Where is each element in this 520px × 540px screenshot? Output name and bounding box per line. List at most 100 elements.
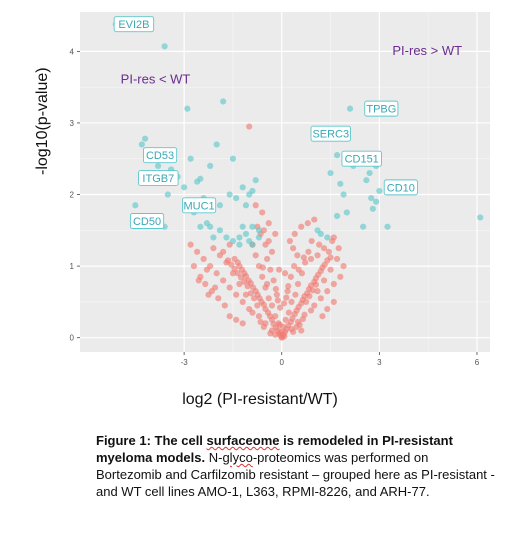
non-significant-point xyxy=(272,313,279,320)
group-label: PI-res < WT xyxy=(121,72,191,87)
significant-point xyxy=(197,223,204,230)
non-significant-point xyxy=(300,254,307,261)
non-significant-point xyxy=(233,291,240,298)
significant-point xyxy=(213,141,220,148)
non-significant-point xyxy=(299,315,306,323)
non-significant-point xyxy=(272,285,279,293)
non-significant-point xyxy=(259,273,266,280)
non-significant-point xyxy=(290,328,297,336)
significant-point xyxy=(233,195,240,202)
significant-point xyxy=(369,205,376,212)
significant-point xyxy=(373,198,380,205)
significant-point xyxy=(384,223,391,230)
non-significant-point xyxy=(215,295,222,302)
group-label: PI-res > WT xyxy=(392,43,462,58)
non-significant-point xyxy=(220,248,227,255)
significant-point xyxy=(239,184,246,191)
non-significant-point xyxy=(291,230,298,237)
non-significant-point xyxy=(259,264,266,271)
non-significant-point xyxy=(303,298,310,305)
significant-point xyxy=(207,223,214,230)
significant-point xyxy=(366,169,373,177)
significant-point xyxy=(368,195,375,202)
non-significant-point xyxy=(286,237,293,245)
significant-point xyxy=(249,187,256,195)
non-significant-point xyxy=(316,241,323,248)
point-label: TPBG xyxy=(366,104,396,116)
caption-word-glyco: glyco xyxy=(222,450,253,465)
non-significant-point xyxy=(280,300,288,307)
non-significant-point xyxy=(337,273,344,280)
non-significant-point xyxy=(200,255,207,263)
significant-point xyxy=(184,105,191,112)
non-significant-point xyxy=(284,288,291,295)
significant-point xyxy=(210,234,217,241)
x-tick-label: -3 xyxy=(181,358,189,367)
non-significant-point xyxy=(292,291,299,298)
non-significant-point xyxy=(306,293,313,300)
significant-point xyxy=(197,175,204,182)
non-significant-point xyxy=(305,248,312,255)
non-significant-point xyxy=(285,309,293,316)
non-significant-point xyxy=(295,266,302,273)
point-label: ITGB7 xyxy=(142,173,174,185)
non-significant-point xyxy=(291,263,298,270)
non-significant-point xyxy=(267,330,274,337)
significant-point xyxy=(242,202,250,209)
significant-point xyxy=(255,234,263,241)
non-significant-point xyxy=(220,277,227,284)
non-significant-point xyxy=(314,288,321,295)
non-significant-point xyxy=(194,248,201,255)
x-tick-label: 0 xyxy=(280,358,285,367)
non-significant-point xyxy=(202,280,209,288)
significant-point xyxy=(187,155,194,162)
caption-word-surfaceome: surfaceome xyxy=(206,433,280,448)
non-significant-point xyxy=(236,280,243,288)
non-significant-point xyxy=(288,298,295,305)
non-significant-point xyxy=(265,220,272,227)
non-significant-point xyxy=(233,316,240,323)
non-significant-point xyxy=(335,245,342,252)
non-significant-point xyxy=(239,298,246,305)
point-label-box xyxy=(138,170,179,187)
non-significant-point xyxy=(255,313,263,320)
significant-point xyxy=(220,98,227,105)
caption-body: -proteomics was performed on Bortezomib … xyxy=(96,450,495,499)
point-label: MUC1 xyxy=(184,200,215,212)
non-significant-point xyxy=(247,290,254,297)
y-tick-label: 0 xyxy=(70,334,75,343)
significant-point xyxy=(216,202,224,209)
non-significant-point xyxy=(234,270,241,277)
non-significant-point xyxy=(330,280,337,288)
significant-point xyxy=(154,162,162,169)
significant-point xyxy=(216,227,224,234)
non-significant-point xyxy=(272,230,279,237)
non-significant-point xyxy=(226,313,233,320)
point-label: CD53 xyxy=(146,150,174,162)
non-significant-point xyxy=(224,257,232,264)
non-significant-point xyxy=(246,123,253,130)
x-tick-label: 6 xyxy=(475,358,480,367)
point-label-box xyxy=(143,147,178,164)
caption-title: Figure 1: The cell surfaceome is remodel… xyxy=(96,433,453,465)
significant-point xyxy=(333,212,341,220)
non-significant-point xyxy=(203,266,211,273)
non-significant-point xyxy=(307,255,315,263)
significant-point xyxy=(477,214,484,221)
non-significant-point xyxy=(281,333,288,340)
non-significant-point xyxy=(298,327,305,334)
non-significant-point xyxy=(274,297,281,304)
non-significant-point xyxy=(221,302,228,309)
non-significant-point xyxy=(311,216,318,223)
non-significant-point xyxy=(195,277,202,284)
non-significant-point xyxy=(329,237,336,245)
non-significant-point xyxy=(304,220,311,227)
point-label-box xyxy=(364,100,399,117)
non-significant-point xyxy=(298,223,305,230)
significant-point xyxy=(337,180,344,187)
non-significant-point xyxy=(265,295,272,302)
significant-point xyxy=(327,169,334,177)
significant-point xyxy=(132,202,139,209)
significant-point xyxy=(249,223,256,230)
non-significant-point xyxy=(302,259,309,266)
